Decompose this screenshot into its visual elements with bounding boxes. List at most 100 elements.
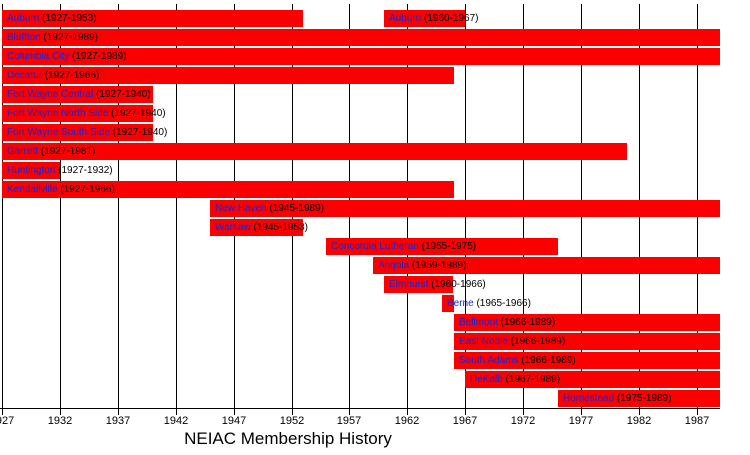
bar-label: Decatur (1927-1966) (7, 67, 99, 84)
school-name: Bellmont (459, 317, 498, 328)
membership-years: (1966-1989) (507, 336, 566, 347)
bar-segment (465, 371, 720, 388)
membership-years: (1927-1966) (42, 70, 100, 81)
axis-tick-label-1952: 1952 (279, 415, 305, 427)
axis-tick-label-1977: 1977 (568, 415, 594, 427)
membership-years: (1960-1967) (421, 13, 479, 24)
membership-years: (1927-1966) (57, 184, 115, 195)
axis-tick-1982 (639, 409, 640, 415)
bar-segment (326, 238, 558, 255)
axis-tick-label-1927: 1927 (0, 415, 15, 427)
axis-tick-1937 (118, 409, 119, 415)
school-name: Kendallville (7, 184, 58, 195)
bar-label: South Adams (1966-1989) (459, 352, 576, 369)
axis-tick-label-1932: 1932 (47, 415, 73, 427)
bar-label: Elmhurst (1960-1966) (389, 276, 486, 293)
bar-segment (2, 48, 720, 65)
school-name: South Adams (459, 355, 519, 366)
bar-label: Garrett (1927-1981) (7, 143, 95, 160)
school-name: Angola (378, 260, 410, 271)
school-name: Warsaw (215, 222, 251, 233)
membership-years: (1927-1932) (55, 165, 113, 176)
school-name: Fort Wayne South Side (7, 127, 111, 138)
bar-segment (442, 295, 454, 312)
bar-label: Berne (1965-1966) (447, 295, 531, 312)
bar-segment (2, 86, 153, 103)
axis-tick-1987 (697, 409, 698, 415)
bar-label: Kendallville (1927-1966) (7, 181, 115, 198)
membership-years: (1965-1966) (473, 298, 531, 309)
axis-tick-1947 (234, 409, 235, 415)
membership-years: (1927-1940) (110, 127, 168, 138)
school-name: Huntington (7, 165, 56, 176)
axis-tick-label-1947: 1947 (221, 415, 247, 427)
membership-years: (1966-1989) (518, 355, 576, 366)
bar-segment (2, 124, 153, 141)
membership-years: (1945-1989) (266, 203, 324, 214)
bar-segment (210, 219, 303, 236)
bar-label: Warsaw (1945-1953) (215, 219, 308, 236)
axis-tick-1967 (465, 409, 466, 415)
school-name: Fort Wayne Central (7, 89, 94, 100)
bar-label: New Haven (1945-1989) (215, 200, 324, 217)
bar-segment (454, 314, 720, 331)
bar-segment (2, 67, 454, 84)
bar-segment (384, 10, 465, 27)
bar-label: Columbia City (1927-1989) (7, 48, 127, 65)
school-name: East Noble (459, 336, 508, 347)
bar-segment (2, 143, 627, 160)
bar-segment (384, 276, 453, 293)
school-name: Concordia Lutheran (331, 241, 419, 252)
axis-tick-label-1937: 1937 (105, 415, 131, 427)
bar-label: Concordia Lutheran (1955-1975) (331, 238, 476, 255)
bar-label: Bellmont (1966-1989) (459, 314, 555, 331)
gridline-1932 (60, 4, 61, 408)
bar-label: Bluffton (1927-1989) (7, 29, 98, 46)
axis-tick-1977 (581, 409, 582, 415)
axis-tick-label-1962: 1962 (394, 415, 420, 427)
bar-segment (558, 390, 720, 407)
axis-tick-label-1957: 1957 (336, 415, 362, 427)
bar-segment (2, 162, 60, 179)
axis-tick-1962 (407, 409, 408, 415)
gridline-1927 (2, 4, 3, 408)
axis-tick-label-1942: 1942 (163, 415, 189, 427)
gridline-1937 (118, 4, 119, 408)
membership-years: (1966-1989) (497, 317, 556, 328)
bar-label: Fort Wayne North Side (1927-1940) (7, 105, 166, 122)
membership-years: (1927-1989) (69, 51, 127, 62)
school-name: Berne (447, 298, 474, 309)
membership-years: (1927-1940) (93, 89, 151, 100)
school-name: Garrett (7, 146, 39, 157)
bar-segment (210, 200, 720, 217)
bar-segment (2, 10, 303, 27)
bar-label: East Noble (1966-1989) (459, 333, 565, 350)
axis-tick-label-1972: 1972 (510, 415, 536, 427)
school-name: Auburn (7, 13, 40, 24)
bar-label: Angola (1959-1989) (378, 257, 466, 274)
school-name: Elmhurst (389, 279, 429, 290)
bar-label: Homestead (1975-1989) (563, 390, 671, 407)
bar-segment (454, 352, 720, 369)
membership-years: (1927-1989) (40, 32, 99, 43)
axis-tick-label-1967: 1967 (452, 415, 478, 427)
membership-years: (1945-1953) (250, 222, 309, 233)
school-name: Fort Wayne North Side (7, 108, 109, 119)
membership-years: (1959-1989) (409, 260, 467, 271)
axis-tick-1972 (523, 409, 524, 415)
school-name: New Haven (215, 203, 267, 214)
membership-years: (1975-1989) (614, 393, 672, 404)
school-name: Homestead (563, 393, 615, 404)
bar-label: DeKalb (1967-1989) (470, 371, 560, 388)
x-axis-line (0, 408, 720, 409)
axis-tick-1957 (349, 409, 350, 415)
membership-years: (1967-1989) (502, 374, 561, 385)
bar-segment (2, 29, 720, 46)
school-name: Bluffton (7, 32, 41, 43)
bar-label: Auburn (1927-1953) (7, 10, 97, 27)
school-name: Decatur (7, 70, 43, 81)
axis-tick-label-1987: 1987 (684, 415, 710, 427)
bar-label: Huntington (1927-1932) (7, 162, 113, 179)
bar-label: Auburn (1960-1967) (389, 10, 479, 27)
bar-segment (373, 257, 720, 274)
